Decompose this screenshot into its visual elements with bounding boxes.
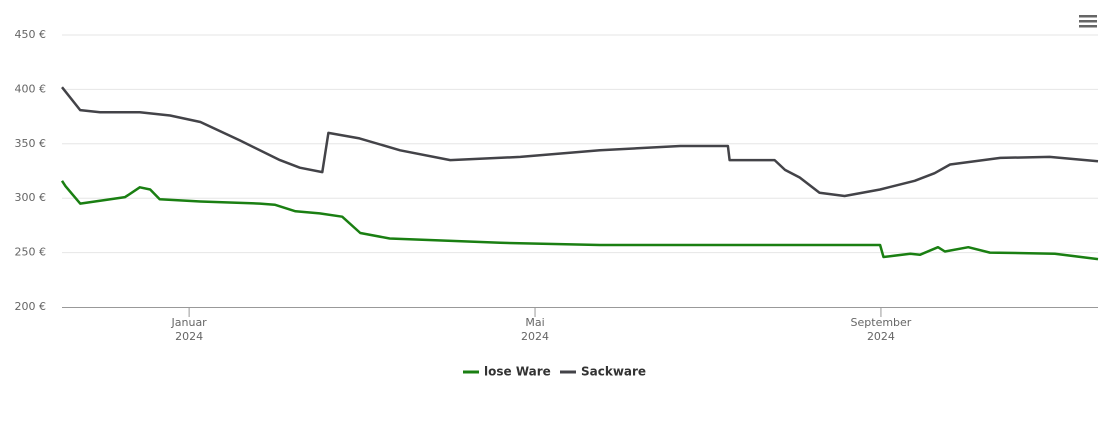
- x-tick-label: Mai 2024: [521, 316, 549, 343]
- y-tick-label: 300 €: [15, 191, 47, 204]
- y-tick-label: 450 €: [15, 28, 47, 41]
- y-tick-label: 400 €: [15, 82, 47, 95]
- y-tick-label: 350 €: [15, 137, 47, 150]
- menu-icon-bar: [1079, 20, 1097, 23]
- legend-item[interactable]: Sackware: [560, 365, 646, 379]
- menu-icon-bar: [1079, 15, 1097, 18]
- series-line: [60, 180, 1099, 261]
- legend-item[interactable]: lose Ware: [463, 365, 551, 379]
- y-tick-label: 200 €: [15, 300, 47, 313]
- x-tick-label: Januar 2024: [171, 316, 208, 343]
- legend-label: lose Ware: [484, 365, 551, 379]
- menu-icon-bar: [1079, 25, 1097, 28]
- series-line: [61, 86, 1099, 198]
- menu-button[interactable]: [1079, 15, 1097, 28]
- x-tick-label: September 2024: [851, 316, 912, 343]
- y-tick-label: 250 €: [15, 246, 47, 259]
- legend-label: Sackware: [581, 365, 646, 379]
